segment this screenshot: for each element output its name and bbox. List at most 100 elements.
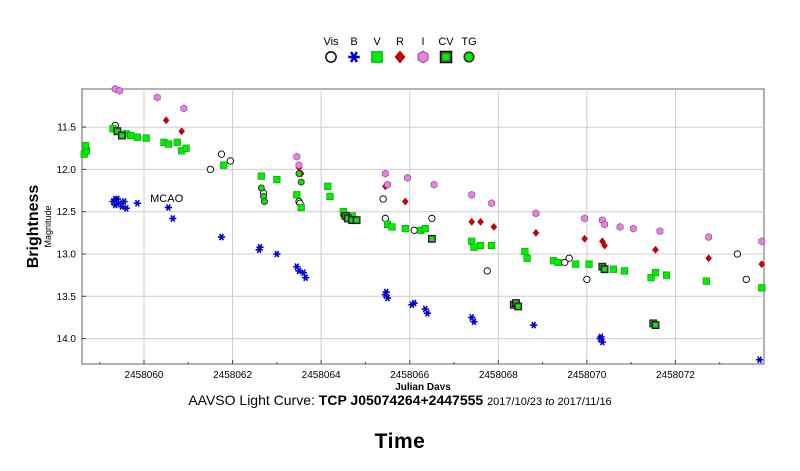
data-point-v: [293, 191, 301, 199]
data-point-i: [180, 104, 188, 113]
data-point-vis: [206, 165, 215, 174]
x-axis-title: Julian Days: [395, 382, 451, 390]
data-point-v: [662, 271, 671, 279]
data-point-v: [702, 277, 711, 285]
data-point-vis: [379, 195, 387, 203]
data-point-r: [178, 127, 185, 136]
data-point-v: [651, 269, 660, 277]
data-point-r: [401, 197, 409, 206]
data-point-vis: [583, 275, 591, 284]
y-axis-subtitle: Magnitude: [43, 205, 53, 247]
series-b: [109, 195, 764, 364]
data-point-v: [470, 243, 478, 251]
legend-marker-i: [417, 50, 429, 64]
data-point-i: [581, 214, 589, 223]
data-point-vis: [226, 157, 235, 165]
data-point-vis: [483, 267, 491, 275]
data-point-r: [601, 241, 608, 250]
data-point-r: [490, 222, 498, 231]
data-point-v: [421, 225, 429, 233]
data-point-b: [133, 199, 141, 207]
y-axis-title: Brightness: [25, 185, 42, 269]
data-point-tg: [297, 178, 305, 186]
data-point-tg: [260, 198, 268, 206]
data-point-v: [758, 284, 766, 292]
data-point-r: [758, 260, 766, 269]
series-vis: [111, 121, 750, 284]
data-point-i: [629, 224, 637, 233]
x-tick-label: 2458062: [213, 370, 252, 381]
data-points: [80, 85, 766, 364]
axis-ticks: 2458060 2458062 2458064 2458066 2458068 24580…: [57, 123, 721, 381]
data-point-i: [404, 173, 411, 182]
x-tick-label: 2458066: [390, 370, 429, 381]
data-point-v: [142, 134, 150, 142]
data-point-vis: [217, 150, 226, 158]
legend-marker-cv: [439, 50, 453, 64]
data-point-b: [164, 203, 172, 211]
legend-marker-v: [371, 51, 383, 63]
data-point-cv: [427, 234, 436, 243]
light-curve-chart: Vis B V R I CV TG 2458060 2458062 2458064 2458066…: [25, 36, 766, 390]
caption-prefix: AAVSO Light Curve:: [188, 392, 315, 408]
caption-target: TCP J05074264+2447555: [318, 392, 484, 408]
data-point-b: [470, 318, 478, 326]
series-cv: [113, 127, 660, 329]
legend-marker-vis: [325, 51, 337, 63]
x-tick-label: 2458070: [567, 370, 606, 381]
data-point-cv: [113, 127, 122, 136]
data-point-v: [81, 142, 90, 150]
caption-end-date: 2017/11/16: [557, 396, 612, 408]
data-point-i: [488, 199, 496, 208]
data-point-b: [530, 321, 538, 329]
data-point-b: [598, 338, 606, 346]
data-point-b: [383, 294, 392, 302]
data-point-i: [384, 180, 391, 189]
legend-label-tg: TG: [461, 36, 476, 48]
data-point-i: [758, 237, 766, 246]
legend-label-r: R: [396, 36, 404, 48]
data-point-tg: [257, 184, 265, 192]
annotation-mcao: MCAO: [150, 193, 183, 205]
data-point-b: [410, 299, 418, 307]
data-point-i: [430, 180, 438, 189]
data-point-cv: [352, 216, 361, 225]
y-tick-label: 11.5: [57, 123, 76, 134]
data-point-b: [597, 333, 605, 341]
data-point-v: [609, 265, 618, 273]
legend-label-vis: Vis: [323, 36, 339, 48]
data-point-cv: [651, 321, 660, 329]
data-point-cv: [514, 302, 523, 311]
data-point-b: [382, 288, 390, 296]
data-point-vis: [381, 214, 390, 223]
data-point-r: [468, 217, 476, 226]
data-point-cv: [600, 265, 609, 274]
y-tick-label: 12.5: [57, 207, 77, 218]
data-point-r: [162, 116, 170, 125]
data-point-i: [116, 86, 124, 95]
data-point-v: [620, 267, 629, 275]
data-point-vis: [410, 226, 418, 234]
data-point-v: [554, 258, 562, 267]
data-point-i: [468, 190, 476, 199]
data-point-v: [572, 260, 580, 268]
data-point-v: [182, 144, 190, 152]
grid-lines: [82, 89, 764, 364]
data-point-i: [295, 161, 303, 170]
y-tick-label: 14.0: [57, 334, 77, 345]
caption-start-date: 2017/10/23: [487, 396, 543, 408]
legend-marker-tg: [463, 51, 475, 63]
data-point-vis: [428, 214, 436, 223]
data-point-i: [153, 93, 161, 102]
data-point-r: [581, 234, 588, 243]
data-point-v: [488, 241, 496, 250]
caption-to: to: [545, 396, 555, 408]
data-point-r: [705, 254, 712, 263]
data-point-b: [273, 250, 281, 258]
chart-caption: AAVSO Light Curve: TCP J05074264+2447555…: [0, 392, 800, 408]
data-point-v: [647, 274, 655, 282]
x-tick-label: 2458060: [125, 370, 164, 381]
legend-marker-b: [348, 51, 360, 63]
data-point-i: [381, 169, 389, 178]
data-point-vis: [733, 250, 742, 258]
